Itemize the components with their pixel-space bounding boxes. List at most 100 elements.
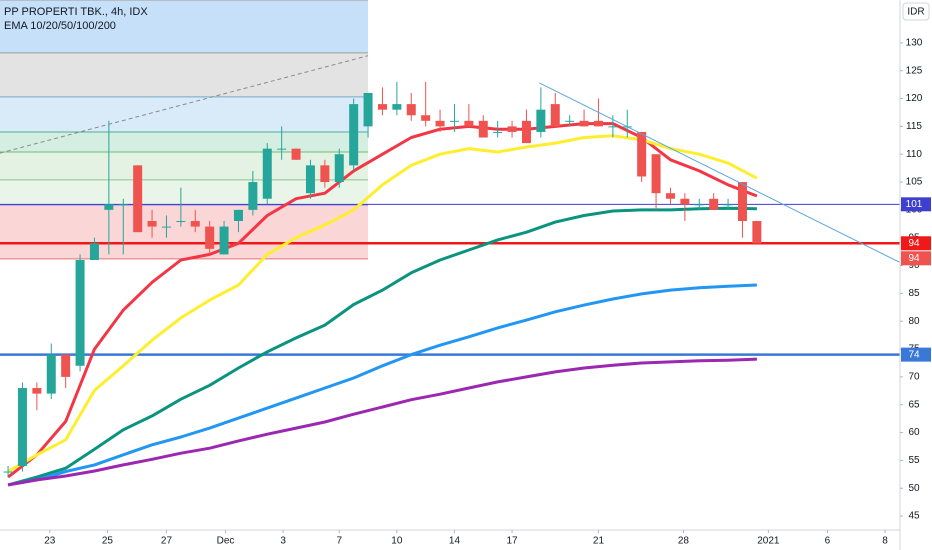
candle-body	[377, 104, 387, 110]
ema-line	[7, 357, 757, 487]
candle-body	[291, 148, 301, 160]
ema-line	[7, 134, 758, 473]
candle-body	[233, 209, 243, 222]
y-tick-label: 105	[906, 177, 923, 188]
candle-body	[464, 120, 474, 127]
candle-body	[118, 204, 128, 206]
candle-body	[262, 148, 272, 199]
candle-body	[536, 109, 546, 132]
price-badge	[901, 251, 931, 266]
x-tick-label: 21	[593, 536, 605, 547]
candle-body	[61, 354, 71, 377]
x-tick-label: 3	[280, 536, 286, 547]
trend-line	[539, 82, 900, 263]
candle-body	[17, 388, 27, 466]
candle-body	[3, 471, 13, 473]
y-tick-label: 125	[906, 65, 923, 76]
y-tick-label: 90	[908, 260, 920, 271]
candle-body	[219, 226, 229, 255]
x-tick-label: 8	[882, 536, 888, 547]
candle-body	[550, 104, 560, 127]
price-badge	[901, 236, 931, 251]
candle-body	[579, 120, 589, 127]
candle-body	[651, 154, 661, 194]
x-tick-label: 6	[825, 536, 831, 547]
time-axis-bg	[0, 530, 900, 550]
price-axis-bg	[900, 0, 932, 550]
candle-body	[147, 221, 157, 227]
candle-body	[723, 204, 733, 206]
x-tick-label: 10	[391, 536, 403, 547]
ema-line	[7, 122, 758, 479]
x-tick-label: 28	[678, 536, 690, 547]
x-tick-label: 25	[102, 536, 114, 547]
indicator-label: EMA 10/20/50/100/200	[4, 20, 116, 32]
x-tick-label: 14	[449, 536, 461, 547]
candle-body	[406, 104, 416, 116]
y-tick-label: 120	[906, 93, 923, 104]
candle-body	[363, 92, 373, 127]
candle-body	[104, 204, 114, 210]
x-tick-label: 7	[336, 536, 342, 547]
candle-body	[737, 182, 747, 222]
candle-body	[694, 204, 704, 206]
candle-body	[320, 165, 330, 183]
y-tick-label: 55	[908, 455, 920, 466]
currency-label: IDR	[907, 7, 924, 18]
candle-body	[161, 226, 171, 228]
candle-body	[637, 131, 647, 177]
candle-body	[507, 126, 517, 132]
candle-body	[32, 388, 42, 394]
y-tick-label: 115	[906, 121, 922, 132]
x-tick-label: 17	[507, 536, 519, 547]
candle-body	[421, 115, 431, 121]
candle-body	[449, 120, 459, 122]
price-badge	[901, 347, 931, 362]
y-tick-label: 60	[908, 427, 920, 438]
y-tick-label: 80	[908, 316, 920, 327]
candle-body	[593, 120, 603, 127]
candle-body	[392, 104, 402, 110]
candle-body	[176, 221, 186, 223]
candle-body	[133, 165, 143, 233]
y-tick-label: 85	[908, 288, 920, 299]
y-tick-label: 70	[908, 372, 920, 383]
y-tick-label: 130	[906, 38, 923, 49]
y-tick-label: 50	[908, 483, 920, 494]
trend-line	[0, 55, 369, 154]
candle-body	[349, 104, 359, 166]
candle-body	[190, 221, 200, 227]
y-tick-label: 110	[906, 149, 922, 160]
candle-body	[435, 120, 445, 127]
fib-zone	[0, 52, 369, 97]
candle-body	[709, 198, 719, 210]
candle-body	[277, 148, 287, 150]
ema-line	[7, 206, 757, 487]
y-tick-label: 45	[908, 511, 920, 522]
candle-body	[305, 165, 315, 194]
x-tick-label: Dec	[217, 536, 235, 547]
candle-body	[565, 120, 575, 122]
axes: 4550556065707580859095100105110115120125…	[44, 38, 931, 547]
x-tick-label: 27	[161, 536, 173, 547]
price-badge-label: 74	[908, 349, 920, 360]
candle-body	[680, 198, 690, 205]
currency-box	[902, 2, 930, 21]
candle-body	[478, 120, 488, 138]
fib-zone	[0, 131, 369, 152]
fib-zone	[0, 0, 369, 53]
plot-area	[0, 0, 900, 487]
candle-body	[493, 131, 503, 133]
candle-body	[205, 226, 215, 249]
price-badge-label: 94	[908, 238, 920, 249]
candle-body	[665, 193, 675, 199]
candle-body	[608, 126, 618, 128]
y-tick-label: 65	[908, 399, 920, 410]
chart-title: PP PROPERTI TBK., 4h, IDX	[4, 6, 148, 18]
price-badge-label: 94	[908, 253, 920, 264]
ema-line	[7, 283, 757, 487]
candle-body	[521, 120, 531, 144]
price-badge	[901, 197, 931, 212]
